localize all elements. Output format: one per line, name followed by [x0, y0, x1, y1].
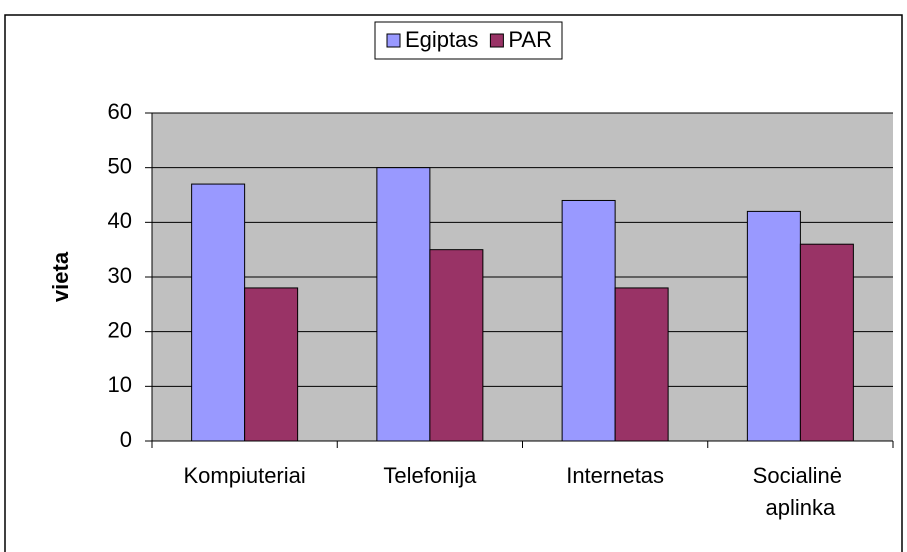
y-tick-label: 60: [108, 99, 132, 124]
y-tick-label: 0: [120, 427, 132, 452]
bar: [191, 183, 246, 442]
y-tick-label: 20: [108, 317, 132, 342]
x-tick-label-line: Socialinė: [753, 463, 848, 488]
y-tick-label: 30: [108, 263, 132, 288]
x-tick-label: Internetas: [566, 463, 664, 488]
bar: [561, 199, 616, 442]
legend-box: [374, 21, 563, 60]
y-tick-label: 50: [108, 153, 132, 178]
bar: [244, 287, 299, 442]
x-tick-label: Socialinė aplinka: [753, 463, 848, 520]
bar: [376, 167, 431, 442]
legend-label: Egiptas: [405, 27, 478, 52]
bar: [429, 249, 484, 442]
y-axis-label: vieta: [48, 251, 73, 302]
x-tick-label: Telefonija: [383, 463, 477, 488]
bar: [614, 287, 669, 442]
y-tick-label: 40: [108, 208, 132, 233]
bar: [799, 243, 854, 442]
legend-label: PAR: [508, 27, 552, 52]
legend-swatch: [489, 33, 504, 48]
x-tick-label-line: aplinka: [766, 495, 836, 520]
x-tick-label: Kompiuteriai: [183, 463, 305, 488]
bar: [746, 210, 801, 442]
y-tick-label: 10: [108, 372, 132, 397]
legend-swatch: [386, 33, 401, 48]
